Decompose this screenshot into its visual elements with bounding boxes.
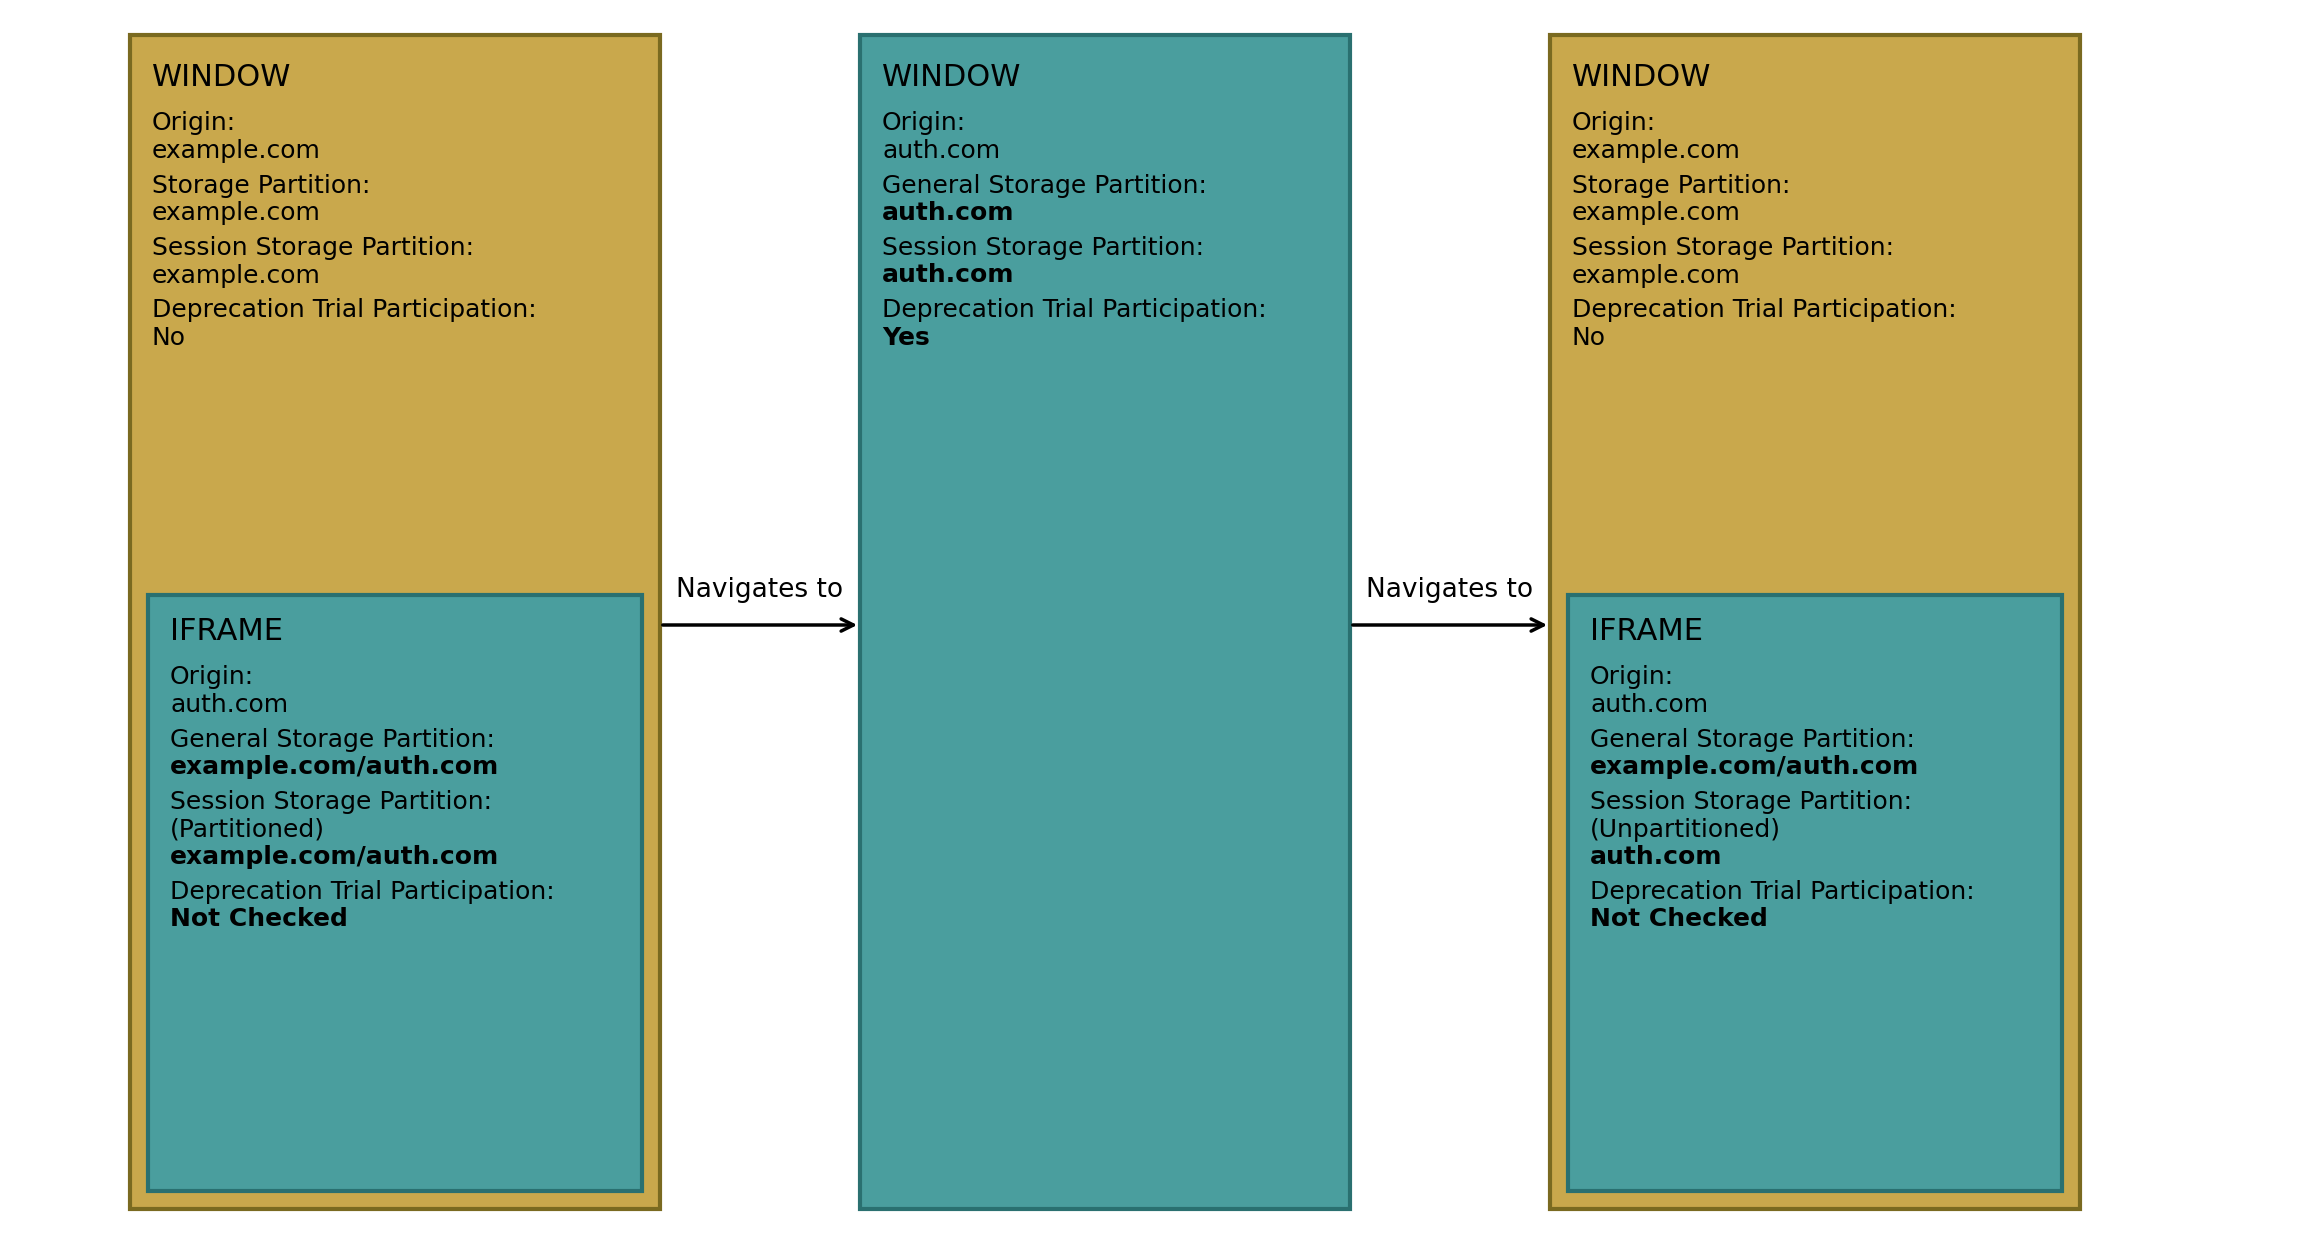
Text: Origin:: Origin: [152,112,235,136]
Text: example.com: example.com [152,264,321,287]
Bar [1550,35,2080,1209]
Text: No: No [1573,326,1605,350]
Text: example.com: example.com [1573,139,1741,163]
Text: Session Storage Partition:: Session Storage Partition: [1591,790,1912,814]
Text: example.com: example.com [152,139,321,163]
Text: example.com: example.com [1573,202,1741,225]
Text: General Storage Partition:: General Storage Partition: [1591,728,1914,751]
Text: Yes: Yes [881,326,929,350]
Text: auth.com: auth.com [1591,846,1723,870]
Text: Storage Partition:: Storage Partition: [1573,173,1789,198]
Bar [1568,595,2062,1191]
Bar [129,35,660,1209]
Text: General Storage Partition:: General Storage Partition: [171,728,496,751]
Text: Session Storage Partition:: Session Storage Partition: [881,235,1204,260]
Text: example.com: example.com [1573,264,1741,287]
Bar [860,35,1349,1209]
Text: WINDOW: WINDOW [152,63,291,92]
Text: Deprecation Trial Participation:: Deprecation Trial Participation: [881,297,1266,322]
Text: Origin:: Origin: [171,666,254,689]
Text: Origin:: Origin: [1573,112,1656,136]
Text: example.com: example.com [152,202,321,225]
Text: IFRAME: IFRAME [1591,617,1704,646]
Text: example.com/auth.com: example.com/auth.com [171,755,500,780]
Text: Not Checked: Not Checked [171,908,348,932]
Text: auth.com: auth.com [881,139,1001,163]
Text: Deprecation Trial Participation:: Deprecation Trial Participation: [152,297,537,322]
Text: Origin:: Origin: [881,112,966,136]
Bar [148,595,641,1191]
Text: Session Storage Partition:: Session Storage Partition: [171,790,491,814]
Text: Session Storage Partition:: Session Storage Partition: [152,235,475,260]
Text: WINDOW: WINDOW [1573,63,1711,92]
Text: example.com/auth.com: example.com/auth.com [171,846,500,870]
Text: Deprecation Trial Participation:: Deprecation Trial Participation: [1573,297,1955,322]
Text: Navigates to: Navigates to [676,577,844,603]
Text: Session Storage Partition:: Session Storage Partition: [1573,235,1893,260]
Text: No: No [152,326,187,350]
Text: WINDOW: WINDOW [881,63,1022,92]
Text: Deprecation Trial Participation:: Deprecation Trial Participation: [171,880,556,903]
Text: Not Checked: Not Checked [1591,908,1769,932]
Text: Deprecation Trial Participation:: Deprecation Trial Participation: [1591,880,1974,903]
Text: Storage Partition:: Storage Partition: [152,173,371,198]
Text: Navigates to: Navigates to [1367,577,1533,603]
Text: Origin:: Origin: [1591,666,1674,689]
Text: General Storage Partition:: General Storage Partition: [881,173,1206,198]
Text: auth.com: auth.com [881,202,1015,225]
Text: auth.com: auth.com [171,693,288,718]
Text: example.com/auth.com: example.com/auth.com [1591,755,1919,780]
Text: auth.com: auth.com [881,264,1015,287]
Text: auth.com: auth.com [1591,693,1709,718]
Text: (Partitioned): (Partitioned) [171,817,325,841]
Text: (Unpartitioned): (Unpartitioned) [1591,817,1780,841]
Text: IFRAME: IFRAME [171,617,284,646]
